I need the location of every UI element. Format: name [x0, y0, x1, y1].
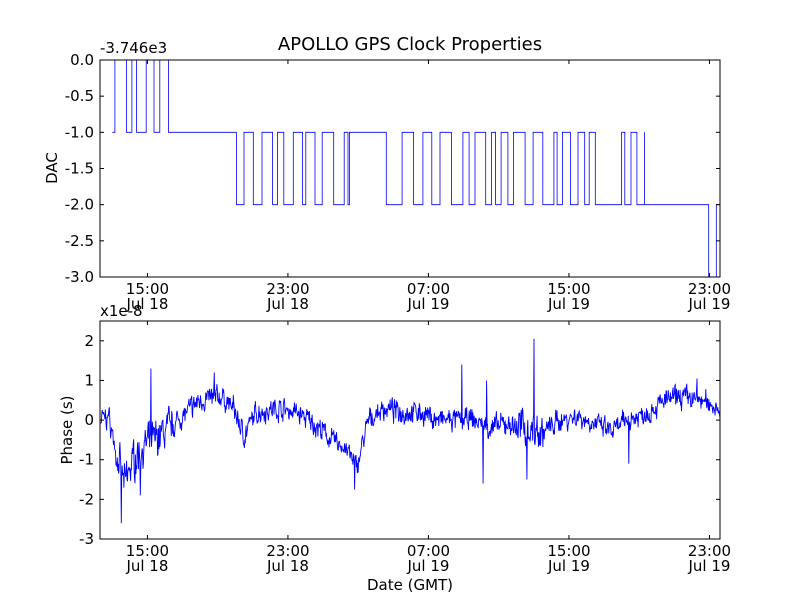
x-tick-date-label: Jul 19 [547, 557, 590, 575]
y-tick-label: 1 [84, 371, 94, 389]
y-tick-label: -3.0 [65, 268, 94, 286]
y-tick-label: -3 [79, 530, 94, 548]
axes-frame [99, 320, 721, 540]
series-line [100, 338, 720, 524]
x-tick-date-label: Jul 18 [125, 557, 168, 575]
bottom-y-offset-label: x1e-8 [100, 302, 143, 320]
x-tick-time-label: 15:00 [126, 542, 169, 560]
y-tick-label: -1 [79, 451, 94, 469]
bottom-x-axis-label: Date (GMT) [367, 576, 453, 594]
chart-title: APOLLO GPS Clock Properties [278, 34, 542, 55]
x-tick-time-label: 07:00 [407, 280, 450, 298]
x-tick-time-label: 15:00 [547, 542, 590, 560]
x-tick-date-label: Jul 18 [266, 295, 309, 313]
x-tick-date-label: Jul 19 [687, 295, 730, 313]
y-tick-label: 0 [84, 411, 94, 429]
x-tick-time-label: 23:00 [688, 542, 731, 560]
x-tick-time-label: 23:00 [266, 542, 309, 560]
top-y-offset-label: -3.746e3 [100, 39, 167, 57]
y-tick-label: 2 [84, 332, 94, 350]
x-tick-time-label: 15:00 [126, 280, 169, 298]
x-tick-time-label: 07:00 [407, 542, 450, 560]
y-tick-label: -2.5 [65, 232, 94, 250]
bottom-y-axis-label: Phase (s) [58, 395, 76, 464]
series-line [112, 59, 720, 278]
x-tick-date-label: Jul 19 [406, 295, 449, 313]
y-tick-label: -2 [79, 490, 94, 508]
x-tick-date-label: Jul 18 [266, 557, 309, 575]
x-tick-date-label: Jul 19 [687, 557, 730, 575]
y-tick-label: -1.0 [65, 123, 94, 141]
x-tick-time-label: 23:00 [688, 280, 731, 298]
y-tick-label: 0.0 [70, 51, 94, 69]
x-tick-date-label: Jul 19 [406, 557, 449, 575]
x-tick-time-label: 23:00 [266, 280, 309, 298]
y-tick-label: -2.0 [65, 196, 94, 214]
y-tick-label: -0.5 [65, 87, 94, 105]
top-y-axis-label: DAC [43, 152, 61, 184]
x-tick-time-label: 15:00 [547, 280, 590, 298]
y-tick-label: -1.5 [65, 160, 94, 178]
x-tick-date-label: Jul 19 [547, 295, 590, 313]
x-tick-date-label: Jul 18 [125, 295, 168, 313]
